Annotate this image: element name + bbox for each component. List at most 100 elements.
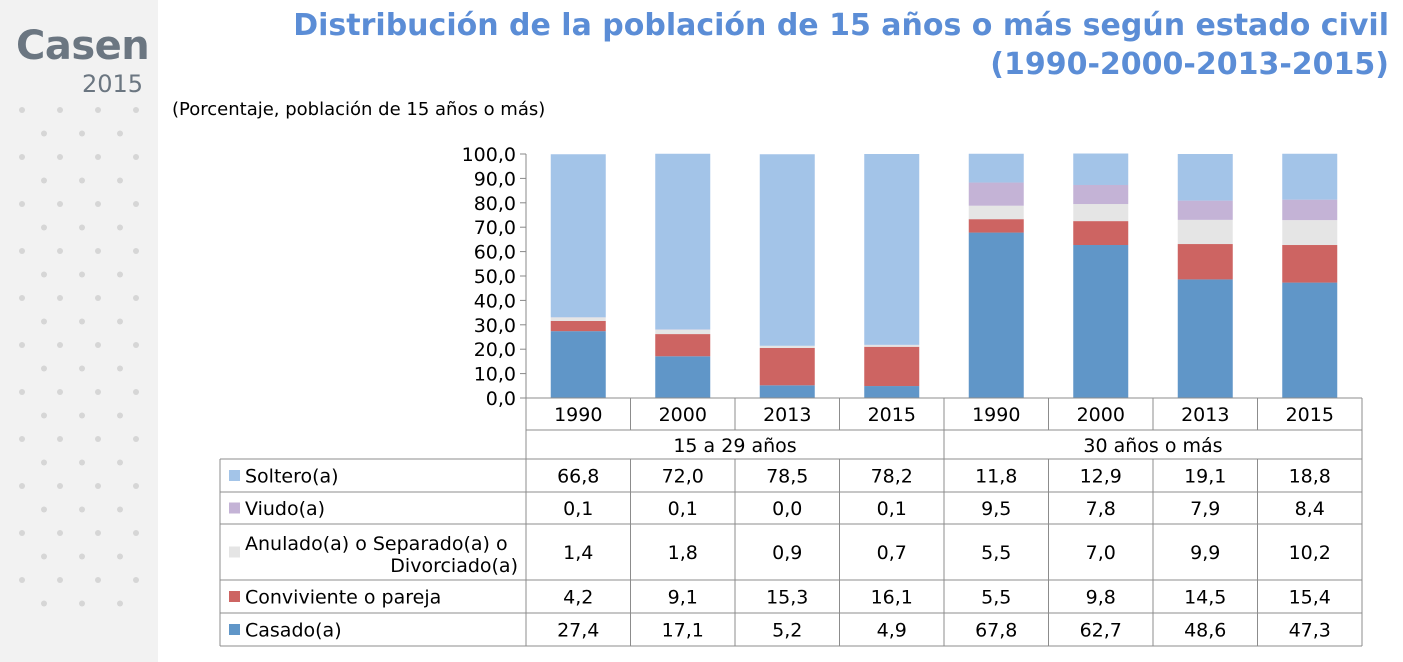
- bar-segment: [864, 154, 920, 345]
- bar-segment: [655, 153, 711, 330]
- data-label: 1,4: [563, 542, 593, 564]
- bar-segment: [968, 232, 1024, 398]
- bar-segment: [1073, 184, 1129, 205]
- data-label: 4,2: [563, 587, 593, 609]
- y-tick-label: 20,0: [474, 339, 516, 361]
- data-label: 7,0: [1086, 542, 1116, 564]
- data-label: 1,8: [668, 542, 698, 564]
- data-label: 9,9: [1190, 542, 1220, 564]
- bar-segment: [759, 154, 815, 346]
- data-label: 72,0: [662, 466, 704, 488]
- bar-segment: [550, 331, 606, 398]
- x-tick-label: 2000: [659, 404, 707, 426]
- data-label: 8,4: [1295, 498, 1325, 520]
- data-label: 5,5: [981, 542, 1011, 564]
- data-label: 66,8: [557, 466, 599, 488]
- sidebar-dot-pattern: [19, 107, 139, 607]
- data-label: 10,2: [1289, 542, 1331, 564]
- x-tick-label: 2015: [868, 404, 916, 426]
- y-tick-label: 60,0: [474, 242, 516, 264]
- data-label: 7,9: [1190, 498, 1220, 520]
- y-tick-label: 80,0: [474, 193, 516, 215]
- data-label: 7,8: [1086, 498, 1116, 520]
- chart-subtitle: (Porcentaje, población de 15 años o más): [172, 99, 546, 120]
- bar-segment: [1282, 220, 1338, 246]
- data-label: 78,2: [871, 466, 913, 488]
- data-label: 47,3: [1289, 620, 1331, 642]
- bar-segment: [1177, 244, 1233, 280]
- bar-segment: [1282, 153, 1338, 200]
- bar-segment: [1073, 153, 1129, 185]
- x-tick-label: 1990: [972, 404, 1020, 426]
- y-tick-label: 10,0: [474, 364, 516, 386]
- bar-segment: [968, 205, 1024, 220]
- y-tick-label: 50,0: [474, 266, 516, 288]
- group-label: 15 a 29 años: [673, 435, 796, 457]
- y-tick-label: 30,0: [474, 315, 516, 337]
- y-tick-label: 100,0: [462, 144, 516, 166]
- data-label: 9,8: [1086, 587, 1116, 609]
- x-tick-label: 1990: [554, 404, 602, 426]
- data-label: 15,4: [1289, 587, 1331, 609]
- bar-segment: [759, 385, 815, 398]
- bar-segment: [550, 317, 606, 321]
- legend-label: Viudo(a): [245, 498, 325, 520]
- bar-segment: [864, 345, 920, 347]
- data-label: 15,3: [766, 587, 808, 609]
- data-label: 9,1: [668, 587, 698, 609]
- data-label: 62,7: [1080, 620, 1122, 642]
- page-title-years: (1990-2000-2013-2015): [990, 47, 1389, 82]
- data-label: 78,5: [766, 466, 808, 488]
- bar-segment: [1282, 245, 1338, 283]
- data-label: 27,4: [557, 620, 599, 642]
- bar-segment: [1177, 154, 1233, 201]
- legend-label: Soltero(a): [245, 466, 339, 488]
- bar-segment: [759, 345, 815, 348]
- bar-segment: [864, 386, 920, 398]
- bar-segment: [1073, 245, 1129, 398]
- y-tick-label: 90,0: [474, 168, 516, 190]
- data-label: 67,8: [975, 620, 1017, 642]
- legend-label: Conviviente o pareja: [245, 587, 441, 609]
- page-title: Distribución de la población de 15 años …: [293, 8, 1389, 43]
- legend-label: Divorciado(a): [390, 555, 518, 577]
- bar-segment: [655, 334, 711, 357]
- data-label: 0,7: [877, 542, 907, 564]
- bar-segment: [1177, 219, 1233, 245]
- bar-segment: [1282, 199, 1338, 221]
- y-tick-label: 0,0: [486, 388, 516, 410]
- x-tick-label: 2013: [763, 404, 811, 426]
- bar-segment: [759, 347, 815, 386]
- bar-segment: [655, 356, 711, 398]
- legend-label: Anulado(a) o Separado(a) o: [245, 533, 508, 555]
- data-label: 5,2: [772, 620, 802, 642]
- data-label: 0,1: [877, 498, 907, 520]
- data-label: 14,5: [1184, 587, 1226, 609]
- data-label: 0,9: [772, 542, 802, 564]
- bar-segment: [1177, 279, 1233, 398]
- bar-segment: [968, 182, 1024, 206]
- bar-segment: [550, 154, 606, 318]
- data-label: 19,1: [1184, 466, 1226, 488]
- y-tick-label: 70,0: [474, 217, 516, 239]
- group-label: 30 años o más: [1083, 435, 1222, 457]
- legend-label: Casado(a): [245, 620, 342, 642]
- data-label: 18,8: [1289, 466, 1331, 488]
- x-tick-label: 2015: [1286, 404, 1334, 426]
- bar-segment: [1073, 221, 1129, 246]
- legend-swatch: [229, 502, 240, 514]
- data-label: 48,6: [1184, 620, 1226, 642]
- data-label: 17,1: [662, 620, 704, 642]
- logo-casen: Casen: [16, 23, 150, 69]
- data-label: 9,5: [981, 498, 1011, 520]
- data-label: 5,5: [981, 587, 1011, 609]
- bar-segment: [968, 153, 1024, 183]
- data-label: 4,9: [877, 620, 907, 642]
- bar-segment: [550, 320, 606, 332]
- bar-segment: [1177, 200, 1233, 220]
- bar-segment: [864, 346, 920, 387]
- bar-segment: [1073, 204, 1129, 222]
- y-tick-label: 40,0: [474, 290, 516, 312]
- bar-segment: [1282, 282, 1338, 398]
- data-label: 11,8: [975, 466, 1017, 488]
